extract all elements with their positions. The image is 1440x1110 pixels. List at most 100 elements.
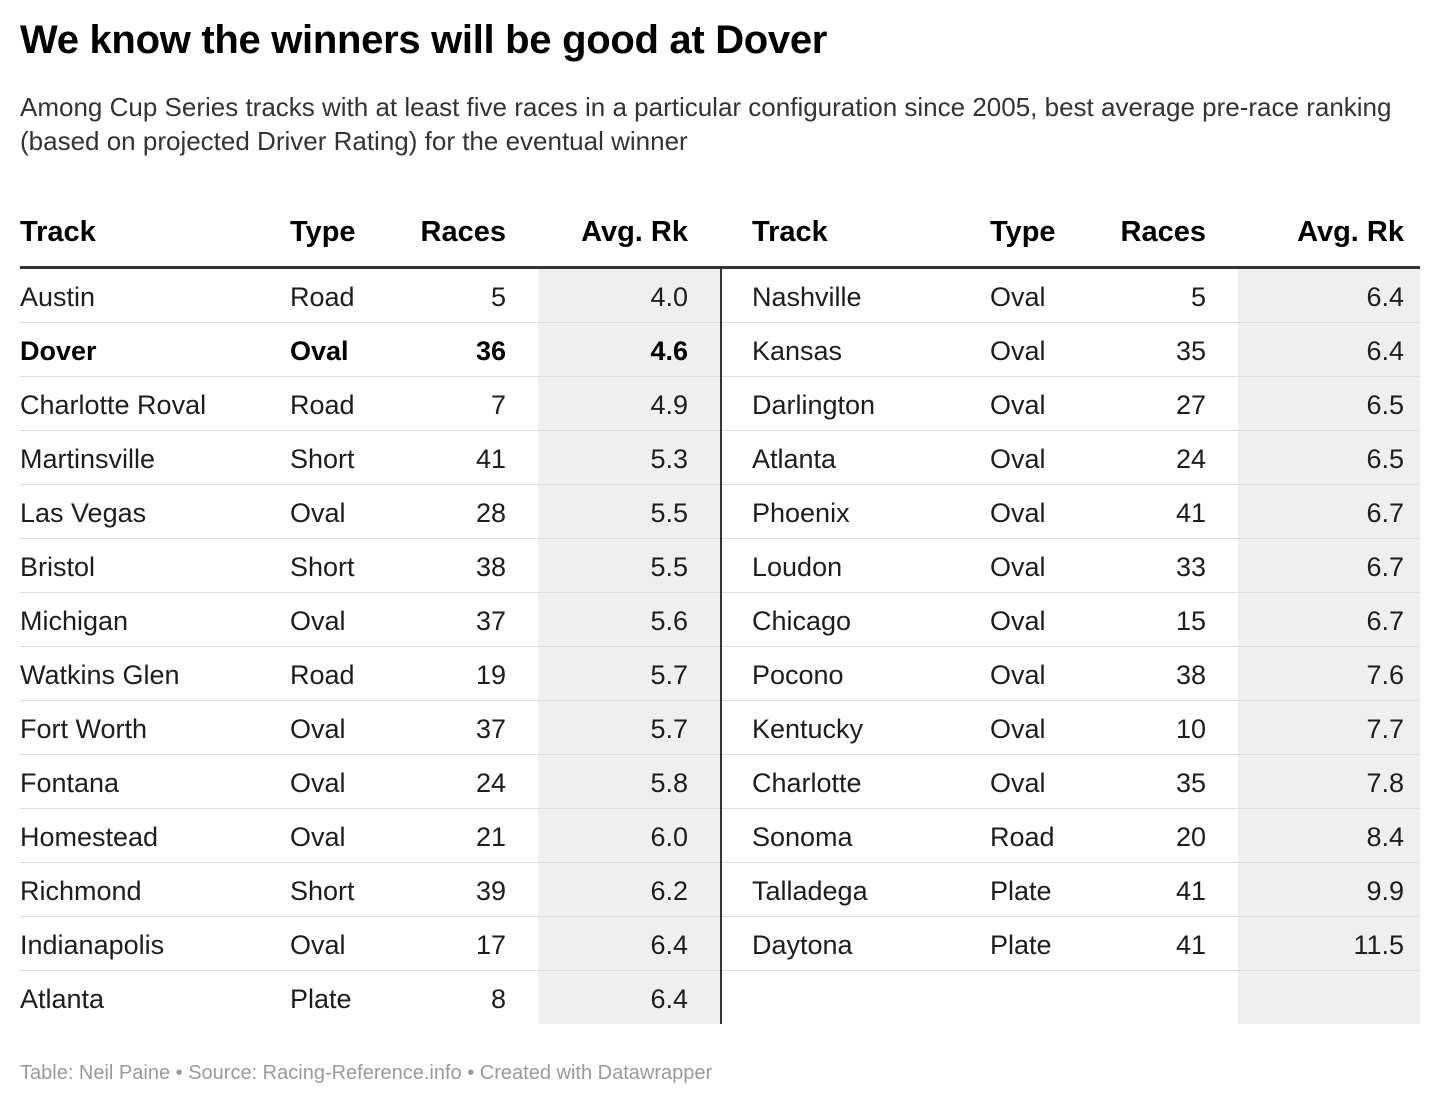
cell-avg-rank: 6.7 [1366, 552, 1404, 582]
cell-races: 27 [1175, 390, 1206, 420]
cell-avg-rank: 6.7 [1366, 498, 1404, 528]
row-separator [20, 538, 720, 539]
cell-type: Short [290, 444, 355, 474]
table-row-left: Austin Road 5 4.0 [20, 269, 720, 323]
cell-type: Oval [290, 336, 349, 366]
table-row-left: Atlanta Plate 8 6.4 [20, 971, 720, 1025]
table-row-right: Sonoma Road 20 8.4 [722, 809, 1420, 863]
cell-races: 33 [1175, 552, 1206, 582]
cell-type: Oval [990, 660, 1046, 690]
cell-races: 41 [475, 444, 506, 474]
row-separator [722, 430, 1420, 431]
cell-races: 24 [1175, 444, 1206, 474]
table-row-left: Watkins Glen Road 19 5.7 [20, 647, 720, 701]
cell-track: Sonoma [752, 822, 853, 852]
table-row-right: Darlington Oval 27 6.5 [722, 377, 1420, 431]
cell-races: 37 [475, 714, 506, 744]
row-separator [20, 430, 720, 431]
cell-type: Oval [990, 336, 1046, 366]
cell-avg-rank: 6.5 [1366, 390, 1404, 420]
row-separator [20, 376, 720, 377]
row-separator [722, 376, 1420, 377]
cell-races: 37 [475, 606, 506, 636]
cell-track: Atlanta [20, 984, 105, 1014]
row-separator [20, 646, 720, 647]
row-separator [20, 484, 720, 485]
cell-track: Charlotte [752, 768, 862, 798]
cell-races: 28 [475, 498, 506, 528]
table-row-right: Talladega Plate 41 9.9 [722, 863, 1420, 917]
cell-track: Fort Worth [20, 714, 148, 744]
cell-type: Oval [990, 444, 1046, 474]
data-table: Track Type Races Avg. Rk Track Type Race… [20, 206, 1420, 1024]
cell-races: 17 [475, 930, 506, 960]
table-row-left: Homestead Oval 21 6.0 [20, 809, 720, 863]
row-separator [722, 970, 1420, 971]
row-separator [20, 754, 720, 755]
cell-avg-rank: 4.0 [650, 282, 688, 312]
header-races-left: Races [420, 216, 506, 248]
cell-track: Watkins Glen [20, 660, 180, 690]
cell-avg-rank: 6.4 [650, 984, 688, 1014]
column-divider [720, 269, 722, 1024]
cell-track: Daytona [752, 930, 853, 960]
cell-track: Homestead [20, 822, 159, 852]
cell-races: 41 [1175, 876, 1206, 906]
row-separator [722, 538, 1420, 539]
cell-avg-rank: 5.7 [650, 714, 688, 744]
cell-races: 21 [475, 822, 506, 852]
table-row-left: Fontana Oval 24 5.8 [20, 755, 720, 809]
cell-races: 19 [475, 660, 506, 690]
cell-type: Oval [990, 606, 1046, 636]
table-row-right [722, 971, 1420, 1025]
cell-avg-rank: 6.2 [650, 876, 688, 906]
cell-avg-rank: 5.8 [650, 768, 688, 798]
table-row-right: Nashville Oval 5 6.4 [722, 269, 1420, 323]
row-separator [20, 592, 720, 593]
cell-races: 5 [1190, 282, 1206, 312]
cell-races: 41 [1175, 498, 1206, 528]
cell-races: 8 [490, 984, 506, 1014]
header-track-right: Track [752, 216, 828, 248]
row-separator [722, 484, 1420, 485]
cell-avg-rank: 5.6 [650, 606, 688, 636]
cell-track: Indianapolis [20, 930, 165, 960]
table-row-left: Fort Worth Oval 37 5.7 [20, 701, 720, 755]
cell-type: Oval [290, 714, 346, 744]
cell-type: Oval [290, 768, 346, 798]
table-row-right: Chicago Oval 15 6.7 [722, 593, 1420, 647]
cell-avg-rank: 7.8 [1366, 768, 1404, 798]
cell-avg-rank: 9.9 [1366, 876, 1404, 906]
cell-track: Loudon [752, 552, 843, 582]
table-row-left: Indianapolis Oval 17 6.4 [20, 917, 720, 971]
cell-track: Chicago [752, 606, 852, 636]
table-row-right: Phoenix Oval 41 6.7 [722, 485, 1420, 539]
cell-type: Short [290, 876, 355, 906]
table-row-right: Kansas Oval 35 6.4 [722, 323, 1420, 377]
cell-races: 38 [475, 552, 506, 582]
cell-races: 36 [475, 336, 506, 366]
table-row-right: Charlotte Oval 35 7.8 [722, 755, 1420, 809]
cell-avg-rank: 6.7 [1366, 606, 1404, 636]
cell-avg-rank: 4.9 [650, 390, 688, 420]
header-type-right: Type [990, 216, 1056, 248]
cell-type: Plate [990, 930, 1052, 960]
table-row-left: Richmond Short 39 6.2 [20, 863, 720, 917]
row-separator [20, 808, 720, 809]
cell-avg-rank: 6.4 [650, 930, 688, 960]
table-row-left: Martinsville Short 41 5.3 [20, 431, 720, 485]
table-row-right: Loudon Oval 33 6.7 [722, 539, 1420, 593]
header-type-left: Type [290, 216, 356, 248]
table-row-left: Las Vegas Oval 28 5.5 [20, 485, 720, 539]
cell-races: 15 [1175, 606, 1206, 636]
cell-track: Dover [20, 336, 97, 366]
cell-avg-rank: 11.5 [1353, 930, 1404, 960]
table-row-right: Pocono Oval 38 7.6 [722, 647, 1420, 701]
cell-avg-rank: 5.5 [650, 498, 688, 528]
cell-type: Oval [990, 768, 1046, 798]
cell-type: Road [290, 282, 355, 312]
table-subtitle: Among Cup Series tracks with at least fi… [20, 92, 1392, 156]
cell-races: 24 [475, 768, 506, 798]
cell-type: Plate [990, 876, 1052, 906]
table-row-right: Kentucky Oval 10 7.7 [722, 701, 1420, 755]
